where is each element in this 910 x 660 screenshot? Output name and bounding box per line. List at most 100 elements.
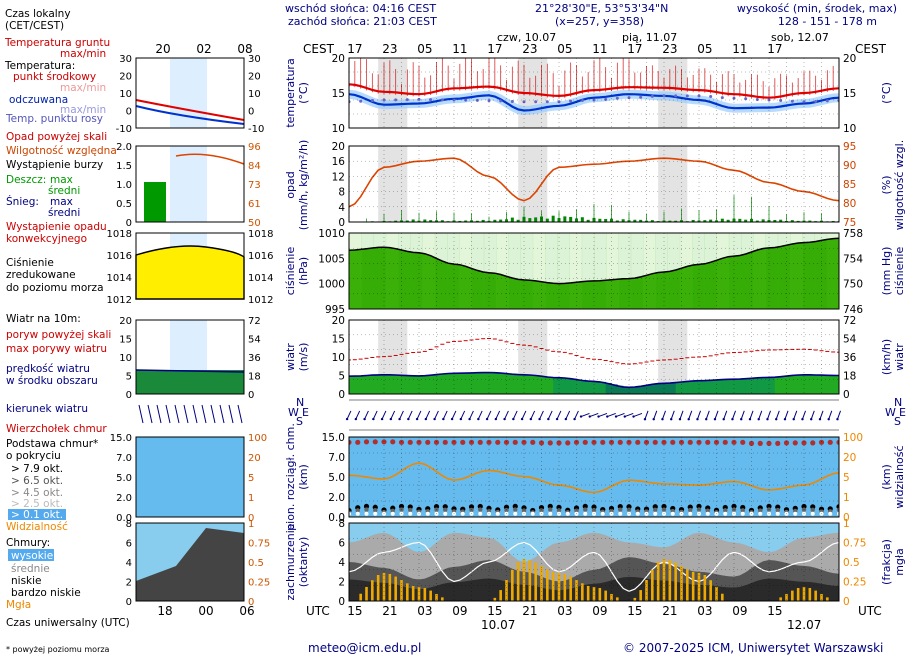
legend-tick: 1016: [107, 251, 132, 262]
legend-tick: 4: [126, 558, 132, 569]
y-tick-label: 20: [332, 53, 345, 65]
legend-night-band: [170, 146, 207, 222]
cloud-base-dot: [696, 503, 702, 509]
legend-panel-frame: [135, 436, 245, 518]
rain-bar: [534, 217, 538, 222]
cloud-base-dot: [547, 503, 553, 509]
dew-point-dot: [522, 100, 526, 104]
wind-arrow: [766, 410, 772, 420]
wind-arrow-head: [573, 417, 576, 421]
fog-bar: [639, 590, 642, 601]
cloud-top-dot: [748, 440, 755, 446]
wind-arrow-head: [459, 417, 463, 421]
legend-tick-right: 1014: [248, 273, 273, 284]
wind-arrow-head: [748, 418, 752, 421]
bottom-tick-label: 03: [417, 604, 432, 618]
cloud-base-dot-01: [355, 511, 360, 516]
compass-left: N W E S: [288, 396, 309, 428]
legend-tick-right: 73: [248, 180, 261, 191]
compass-w-left: W: [288, 406, 299, 419]
cloud-top-dot: [608, 439, 615, 445]
dew-point-dot: [814, 99, 818, 103]
wind-area-slice: [378, 374, 385, 394]
cloud-top-dot: [486, 439, 492, 445]
wind-arrow: [723, 410, 728, 420]
wind-area-slice: [553, 377, 560, 394]
cloud-top-dot: [530, 439, 536, 445]
wind-area-slice: [360, 375, 367, 394]
pressure-line: [349, 237, 839, 285]
footer-email[interactable]: meteo@icm.edu.pl: [308, 641, 421, 655]
cloud-base-dot-65: [810, 507, 815, 513]
legend-wind-arrow: [201, 404, 207, 424]
wind-area-slice: [599, 381, 607, 394]
cloud-base-dot-01: [653, 511, 658, 516]
y-tick-label: 18: [843, 371, 856, 383]
legend-panel-frame: [135, 522, 245, 602]
cloud-top-dot: [521, 439, 527, 445]
wind-arrow: [679, 410, 684, 420]
wind-area-slice: [500, 373, 507, 394]
bottom-tick-label: 15: [627, 604, 642, 618]
rain-bar: [790, 220, 794, 222]
dew-point-dot: [720, 96, 724, 100]
wind-area-slice: [349, 376, 356, 394]
wind-area-slice: [471, 372, 478, 394]
dew-point-dot: [627, 96, 631, 100]
compass-s-right: S: [894, 415, 901, 428]
wind-area-slice: [547, 376, 554, 394]
wind-arrow-head: [818, 418, 822, 421]
y-tick-label: 20: [332, 315, 345, 327]
wind-area-slice: [442, 373, 449, 394]
rain-bar: [551, 215, 555, 222]
legend-tick: 0.0: [116, 513, 132, 524]
wind-arrow-head: [775, 418, 778, 421]
cloud-base-dot-01: [425, 511, 430, 516]
dew-point-dot: [674, 94, 678, 98]
visibility-line: [349, 462, 839, 494]
legend-cloud-base-1: Podstawa chmur*: [6, 438, 98, 450]
cloud-top-dot: [670, 439, 676, 445]
cloud-top-dot: [810, 440, 816, 446]
dew-point-dot: [394, 98, 398, 102]
cloud-top-dot: [836, 439, 839, 445]
wind-area-slice: [669, 383, 677, 394]
compass-s-left: S: [296, 415, 303, 428]
pressure-mmhg-unit: (mm Hg): [880, 247, 893, 296]
rain-bar: [796, 220, 800, 222]
legend-tick: 0: [126, 597, 132, 608]
dew-point-dot: [615, 96, 619, 100]
wind-area-slice: [389, 374, 397, 394]
grid-text: (x=257, y=358): [555, 15, 644, 28]
cloud-top-dot: [407, 439, 413, 445]
day-label-3: sob, 12.07: [771, 31, 829, 44]
wind-arrow: [556, 410, 562, 420]
rain-bar: [691, 219, 695, 222]
day-label-1: czw, 10.07: [497, 31, 556, 44]
pressure-area: [349, 238, 839, 309]
fog-bar: [633, 597, 637, 601]
cloud-top-dot: [442, 439, 448, 445]
fog-bar: [394, 576, 397, 601]
wind-area-slice: [815, 374, 822, 394]
wind-arrow-head: [643, 418, 647, 421]
y-tick-label: 1000: [318, 279, 345, 291]
wind-arrow-head: [766, 418, 769, 421]
cloud-base-dot-65: [583, 507, 588, 512]
wind-area-slice: [448, 373, 455, 394]
wind-arrow: [624, 412, 634, 418]
y-tick-label: 12: [332, 171, 345, 183]
cloud-base-dot-65: [478, 507, 483, 512]
cloud-axis-unit: (oktanty): [297, 537, 310, 588]
cloud-base-dot: [512, 503, 518, 509]
wind-area-slice: [681, 381, 688, 394]
wind-area-slice: [769, 377, 776, 394]
y-tick-label: 72: [843, 315, 856, 327]
cloud-top-dot: [687, 439, 693, 445]
cloud-top-dot: [538, 440, 545, 446]
panel-frame: [348, 232, 840, 310]
legend-okt25: > 2.5 okt.: [11, 498, 63, 510]
wind-area-slice: [792, 375, 799, 394]
